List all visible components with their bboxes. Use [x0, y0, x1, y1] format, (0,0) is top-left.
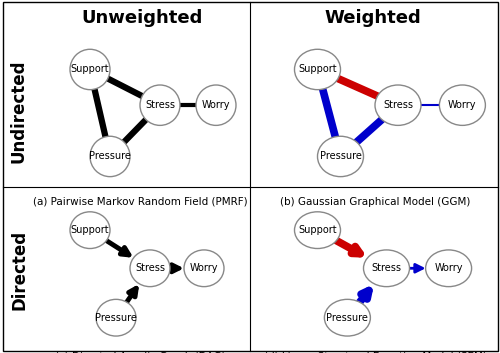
Text: Pressure: Pressure: [320, 151, 362, 161]
Text: Support: Support: [298, 65, 337, 74]
Text: Unweighted: Unweighted: [82, 9, 203, 27]
Ellipse shape: [96, 299, 136, 336]
Text: Support: Support: [70, 225, 110, 235]
Text: Stress: Stress: [145, 100, 175, 110]
Text: Pressure: Pressure: [95, 313, 137, 323]
Ellipse shape: [130, 250, 170, 287]
Text: (d) Linear Structural Equation Model (SEM): (d) Linear Structural Equation Model (SE…: [264, 352, 486, 353]
Text: Weighted: Weighted: [324, 9, 421, 27]
Text: Support: Support: [70, 65, 110, 74]
Text: Worry: Worry: [202, 100, 230, 110]
Text: Stress: Stress: [135, 263, 165, 273]
Text: Worry: Worry: [190, 263, 218, 273]
Ellipse shape: [324, 299, 370, 336]
Ellipse shape: [196, 85, 236, 125]
Ellipse shape: [70, 49, 110, 90]
Text: (c) Directed Acyclic Graph (DAG): (c) Directed Acyclic Graph (DAG): [54, 352, 226, 353]
Ellipse shape: [70, 212, 110, 249]
Ellipse shape: [294, 212, 341, 249]
Text: Pressure: Pressure: [326, 313, 368, 323]
Text: Support: Support: [298, 225, 337, 235]
Text: (a) Pairwise Markov Random Field (PMRF): (a) Pairwise Markov Random Field (PMRF): [32, 197, 248, 207]
Ellipse shape: [184, 250, 224, 287]
Ellipse shape: [90, 136, 130, 176]
Text: Worry: Worry: [448, 100, 476, 110]
Ellipse shape: [440, 85, 486, 125]
Text: (b) Gaussian Graphical Model (GGM): (b) Gaussian Graphical Model (GGM): [280, 197, 470, 207]
Ellipse shape: [375, 85, 421, 125]
Text: Worry: Worry: [434, 263, 463, 273]
Text: Stress: Stress: [372, 263, 402, 273]
Text: Stress: Stress: [383, 100, 413, 110]
Ellipse shape: [294, 49, 341, 90]
Ellipse shape: [364, 250, 410, 287]
Ellipse shape: [426, 250, 472, 287]
Text: Pressure: Pressure: [89, 151, 131, 161]
Ellipse shape: [140, 85, 180, 125]
Ellipse shape: [318, 136, 364, 176]
Text: Directed: Directed: [10, 230, 28, 310]
Text: Undirected: Undirected: [10, 59, 28, 163]
